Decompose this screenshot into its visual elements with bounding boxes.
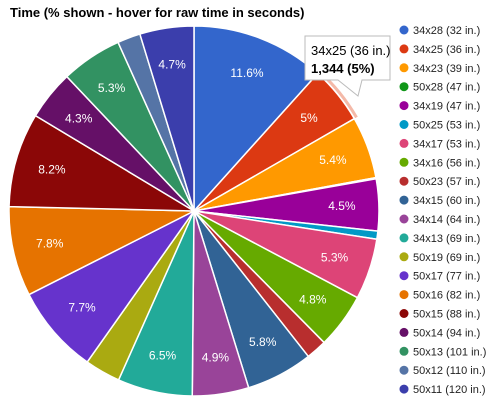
legend-swatch (399, 214, 409, 224)
legend-item[interactable]: 50x16 (82 in.) (399, 290, 481, 302)
slice-label: 4.3% (65, 111, 93, 125)
legend-label: 34x15 (60 in.) (413, 195, 480, 207)
slice-label: 4.8% (299, 292, 327, 306)
legend-item[interactable]: 34x13 (69 in.) (399, 233, 481, 245)
legend-label: 50x11 (120 in.) (413, 384, 486, 396)
legend-label: 50x15 (88 in.) (413, 309, 480, 321)
legend-label: 34x25 (36 in.) (413, 44, 480, 56)
legend-swatch (399, 327, 409, 337)
legend-item[interactable]: 34x19 (47 in.) (399, 101, 481, 113)
legend-label: 34x16 (56 in.) (413, 157, 480, 169)
legend-label: 50x12 (110 in.) (413, 365, 486, 377)
legend-item[interactable]: 34x28 (32 in.) (399, 25, 481, 37)
legend-label: 50x14 (94 in.) (413, 327, 480, 339)
legend-label: 50x16 (82 in.) (413, 290, 480, 302)
legend-item[interactable]: 34x15 (60 in.) (399, 195, 481, 207)
legend-label: 34x17 (53 in.) (413, 138, 480, 150)
slice-label: 7.8% (36, 237, 64, 251)
slice-label: 6.5% (149, 349, 177, 363)
legend-swatch (399, 138, 409, 148)
legend-item[interactable]: 50x11 (120 in.) (399, 384, 486, 396)
tooltip-box (304, 35, 391, 97)
pie-slice[interactable] (8, 205, 195, 296)
slice-label: 5.4% (319, 153, 347, 167)
tooltip-line2: 1,344 (5%) (311, 61, 375, 76)
legend-label: 50x28 (47 in.) (413, 82, 480, 94)
slice-label: 11.6% (230, 66, 263, 80)
legend-swatch (399, 271, 409, 281)
legend-label: 34x28 (32 in.) (413, 25, 480, 37)
legend-swatch (399, 101, 409, 111)
legend-swatch (399, 233, 409, 243)
legend-label: 50x19 (69 in.) (413, 252, 480, 264)
legend-item[interactable]: 50x15 (88 in.) (399, 309, 481, 321)
legend-swatch (399, 195, 409, 205)
slice-label: 4.7% (158, 58, 186, 72)
legend-swatch (399, 25, 409, 35)
slice-label: 5.3% (98, 81, 126, 95)
legend-item[interactable]: 50x12 (110 in.) (399, 365, 486, 377)
legend-item[interactable]: 34x16 (56 in.) (399, 157, 481, 169)
legend-swatch (399, 120, 409, 129)
legend-swatch (399, 290, 409, 300)
legend-item[interactable]: 34x25 (36 in.) (399, 44, 481, 56)
slice-label: 4.5% (328, 199, 356, 213)
slice-label: 4.9% (202, 350, 230, 364)
pie-slice[interactable] (8, 114, 197, 212)
legend-label: 50x25 (53 in.) (413, 120, 480, 132)
legend-label: 50x23 (57 in.) (413, 176, 480, 188)
legend-item[interactable]: 50x28 (47 in.) (399, 82, 481, 94)
legend-label: 34x19 (47 in.) (413, 101, 480, 113)
legend-item[interactable]: 34x14 (64 in.) (399, 214, 481, 226)
legend-item[interactable]: 34x23 (39 in.) (399, 63, 481, 75)
legend-swatch (399, 384, 409, 394)
legend: 34x28 (32 in.) 34x25 (36 in.) 34x23 (39 in… (399, 25, 487, 396)
legend-item[interactable]: 50x19 (69 in.) (399, 252, 481, 264)
legend-swatch (399, 44, 409, 54)
slice-label: 5% (300, 111, 318, 125)
legend-item[interactable]: 50x17 (77 in.) (399, 271, 481, 283)
tooltip: 34x25 (36 in.) 1,344 (5%) (304, 35, 391, 97)
legend-item[interactable]: 50x25 (53 in.) (399, 120, 481, 132)
pie-slice[interactable] (138, 25, 195, 212)
legend-item[interactable]: 34x17 (53 in.) (399, 138, 481, 150)
slice-label: 5.8% (249, 335, 277, 349)
legend-swatch (399, 176, 409, 186)
legend-label: 34x23 (39 in.) (413, 63, 480, 75)
legend-swatch (399, 346, 409, 356)
hovered-slice-highlight (318, 70, 358, 119)
legend-label: 34x13 (69 in.) (413, 233, 480, 245)
pie-slices (8, 25, 380, 397)
chart-title: Time (% shown - hover for raw time in se… (10, 5, 304, 20)
legend-swatch (399, 82, 409, 92)
legend-swatch (399, 63, 409, 73)
slice-label: 7.7% (68, 301, 96, 315)
legend-swatch (399, 365, 409, 375)
legend-item[interactable]: 50x23 (57 in.) (399, 176, 481, 188)
legend-label: 34x14 (64 in.) (413, 214, 480, 226)
slice-label: 8.2% (38, 163, 66, 177)
pie-slice-labels: 11.6% 5% 5.4% 4.5% 5.3% 4.8% 5.8% 4.9% 6.5% 7.7% 7… (36, 58, 356, 365)
legend-label: 50x17 (77 in.) (413, 271, 480, 283)
tooltip-line1: 34x25 (36 in.) (311, 43, 391, 58)
slice-label: 5.3% (321, 251, 349, 265)
legend-item[interactable]: 50x14 (94 in.) (399, 327, 481, 339)
legend-swatch (399, 309, 409, 318)
legend-item[interactable]: 50x13 (101 in.) (399, 346, 487, 358)
legend-swatch (399, 252, 409, 262)
legend-label: 50x13 (101 in.) (413, 346, 486, 358)
legend-swatch (399, 157, 409, 167)
